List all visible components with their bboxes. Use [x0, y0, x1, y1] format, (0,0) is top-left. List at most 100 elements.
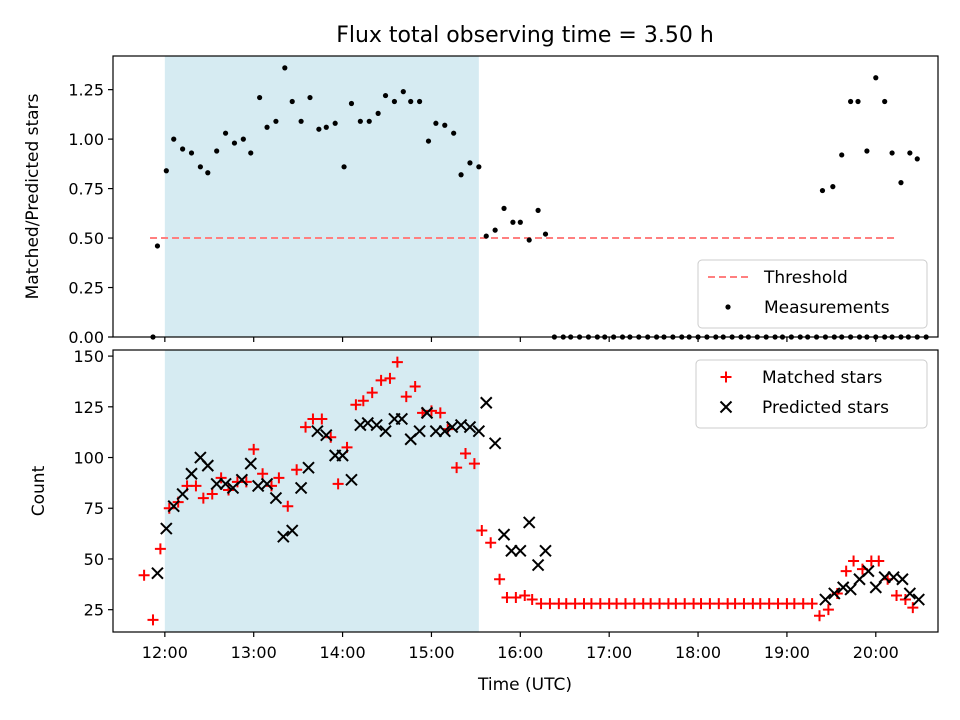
predicted-stars-point: [531, 558, 545, 572]
top-axes-frame: [112, 55, 939, 338]
measurements-point: [898, 180, 904, 186]
predicted-stars-point: [160, 522, 173, 535]
measurements-point: [289, 98, 295, 105]
measurements-point: [476, 164, 482, 170]
legend-label: Threshold: [763, 268, 848, 288]
measurements-point: [273, 118, 279, 124]
observing-window-span: [164, 350, 479, 632]
measurements-point: [307, 94, 313, 101]
matched-stars-point: [300, 421, 312, 433]
matched-stars-point: [891, 589, 903, 601]
measurements-point: [257, 94, 263, 101]
measurements-point: [348, 100, 355, 107]
predicted-stars-point: [836, 581, 850, 594]
measurements-point: [382, 92, 389, 99]
matched-stars-point: [215, 472, 227, 484]
measurements-point: [451, 130, 457, 136]
matched-stars-point: [384, 372, 396, 384]
predicted-stars-point: [201, 459, 215, 472]
measurements-point: [222, 130, 229, 136]
x-tick-label: 16:00: [497, 643, 543, 662]
x-tick-label: 19:00: [764, 643, 810, 662]
measurements-point: [864, 148, 870, 154]
matched-stars-point: [476, 525, 488, 537]
predicted-stars-point: [210, 477, 223, 491]
matched-stars-point: [357, 395, 369, 407]
legend-marker: [725, 304, 731, 310]
matched-stars-point: [873, 555, 885, 567]
bottom-axes-frame: [112, 349, 939, 633]
predicted-stars-point: [167, 500, 180, 513]
matched-stars-point: [519, 589, 531, 601]
y-tick-label: 0.25: [68, 279, 104, 298]
predicted-stars-point: [480, 396, 493, 409]
y-tick-label: 25: [84, 601, 104, 620]
legend-label: Measurements: [764, 298, 890, 318]
predicted-stars-point: [869, 581, 882, 594]
legend-marker: [720, 371, 732, 383]
legend-label: Predicted stars: [762, 398, 889, 418]
predicted-stars-point: [438, 424, 451, 438]
matched-stars-point: [485, 537, 497, 549]
y-tick-label: 1.00: [68, 130, 104, 149]
predicted-stars-point: [413, 424, 426, 438]
y-axis-label: Matched/Predicted stars: [23, 93, 43, 299]
measurements-point: [830, 184, 836, 190]
measurements-point: [819, 187, 826, 194]
predicted-stars-point: [320, 429, 333, 442]
measurements-point: [517, 219, 523, 225]
x-tick-label: 18:00: [675, 643, 721, 662]
predicted-stars-point: [903, 587, 917, 600]
matched-stars-point: [468, 458, 480, 470]
predicted-stars-point: [294, 481, 308, 495]
predicted-stars-point: [488, 437, 502, 450]
measurements-point: [180, 146, 186, 152]
measurements-point: [907, 150, 913, 156]
legend-box: [695, 359, 928, 429]
predicted-stars-point: [336, 449, 349, 462]
measurements-point: [400, 89, 406, 95]
measurements-point: [483, 233, 489, 239]
y-tick-label: 50: [84, 550, 104, 569]
x-tick-label: 12:00: [142, 643, 188, 662]
measurements-point: [408, 98, 414, 105]
matched-stars-point: [434, 407, 446, 419]
measurements-point: [839, 152, 845, 158]
measurements-point: [391, 98, 398, 105]
predicted-stars-point: [497, 528, 511, 541]
measurements-point: [510, 219, 516, 225]
matched-stars-point: [840, 565, 852, 577]
x-tick-label: 13:00: [231, 643, 277, 662]
measurements-point: [316, 126, 322, 132]
y-tick-label: 0.75: [68, 180, 104, 199]
legend-marker: [719, 400, 733, 414]
y-tick-label: 1.25: [68, 81, 104, 100]
matched-stars-point: [206, 488, 218, 500]
measurements-point: [163, 168, 169, 174]
y-tick-label: 100: [73, 449, 104, 468]
predicted-stars-point: [514, 544, 527, 558]
x-tick-label: 20:00: [853, 643, 899, 662]
predicted-stars-point: [302, 461, 315, 474]
measurements-point: [197, 164, 203, 170]
y-tick-label: 125: [73, 398, 104, 417]
matched-stars-point: [154, 543, 166, 555]
measurements-point: [188, 150, 195, 156]
observing-window-span: [164, 56, 479, 337]
predicted-stars-point: [878, 571, 891, 584]
legend-label: Matched stars: [762, 368, 882, 388]
predicted-stars-point: [151, 566, 164, 580]
measurements-point: [433, 120, 439, 126]
predicted-stars-point: [185, 467, 198, 480]
y-tick-label: 150: [73, 347, 104, 366]
measurements-point: [914, 156, 920, 162]
x-axis-label: Time (UTC): [477, 675, 572, 695]
matched-stars-point: [822, 604, 834, 616]
x-tick-label: 15:00: [408, 643, 454, 662]
matched-stars-point: [460, 447, 472, 459]
predicted-stars-point: [269, 491, 283, 505]
predicted-stars-point: [912, 593, 925, 606]
predicted-stars-point: [896, 573, 909, 586]
top-axes: Flux total observing time = 3.50 h Match…: [23, 23, 939, 347]
